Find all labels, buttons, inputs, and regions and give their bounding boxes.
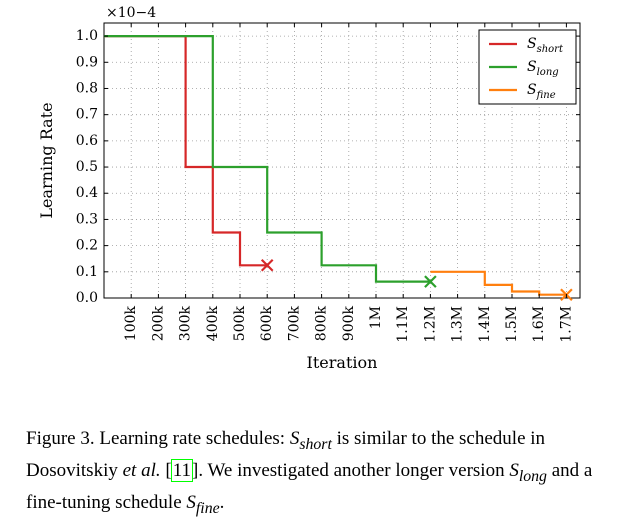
caption-s-fine: Sfine [186,491,220,517]
caption-prefix: Figure 3. Learning rate schedules: [26,428,290,449]
caption-s-short: Sshort [289,428,332,453]
learning-rate-chart: 100k 200k 300k 400k 500k 600k 700k 800k 900k 1M 1.… [37,5,581,372]
figure-caption: Figure 3. Learning rate schedules: Sshor… [26,426,616,521]
y-tick-label: 1.0 [76,28,98,44]
x-axis-title: Iteration [307,353,378,372]
x-tick-label: 1.2M [422,306,438,343]
x-tick-label: 500k [232,305,248,341]
x-tick-label: 1.7M [558,306,574,343]
x-tick-label: 700k [286,305,302,341]
y-tick-label: 0.3 [76,211,98,227]
x-tick-label: 600k [259,305,275,341]
caption-suffix: . [219,491,225,513]
end-marker-long [424,275,437,288]
x-tick-label: 400k [205,305,221,341]
y-tick-label: 0.0 [76,290,98,306]
caption-part4: and a fine-tuning schedule [26,459,593,513]
y-tick-label: 0.4 [76,185,98,201]
series-line-fine [430,270,567,296]
x-tick-label: 200k [150,305,166,341]
citation-link[interactable]: 11 [170,458,193,482]
axis-ticks: 100k 200k 300k 400k 500k 600k 700k 800k 900k 1M 1.… [76,23,580,343]
x-tick-label: 1.1M [395,306,411,343]
caption-part2: is similar to the schedule in Dosovitski… [26,428,546,481]
y-tick-label: 0.7 [76,107,98,123]
y-tick-label: 0.2 [76,238,98,254]
x-tick-label: 1.4M [477,306,493,343]
plot-frame [103,22,581,299]
x-tick-label: 300k [178,305,194,341]
x-tick-label: 1.6M [531,306,547,343]
x-tick-label: 100k [123,305,139,341]
y-tick-label: 0.5 [76,159,98,175]
x-tick-label: 1.3M [450,306,466,343]
series-line-short [104,34,268,267]
series-line-long [104,34,431,283]
x-tick-label: 800k [314,305,330,341]
caption-s-long: Slong [509,459,547,485]
y-tick-label: 0.9 [76,54,98,70]
y-tick-label: 0.6 [76,133,98,149]
x-tick-label: 1.5M [504,306,520,343]
caption-part3: . We investigated another longer version [198,459,510,481]
y-axis-title: Learning Rate [37,102,56,218]
x-tick-label: 1M [368,306,384,329]
caption-ref-close: ] [191,459,199,481]
y-tick-label: 0.1 [76,264,98,280]
caption-ref-open: [ [160,459,172,481]
caption-etal: et al. [122,459,161,481]
end-marker-short [260,258,274,272]
y-tick-label: 0.8 [76,80,98,96]
x-tick-label: 900k [341,305,357,341]
y-scale-note: ×10−4 [106,5,156,21]
